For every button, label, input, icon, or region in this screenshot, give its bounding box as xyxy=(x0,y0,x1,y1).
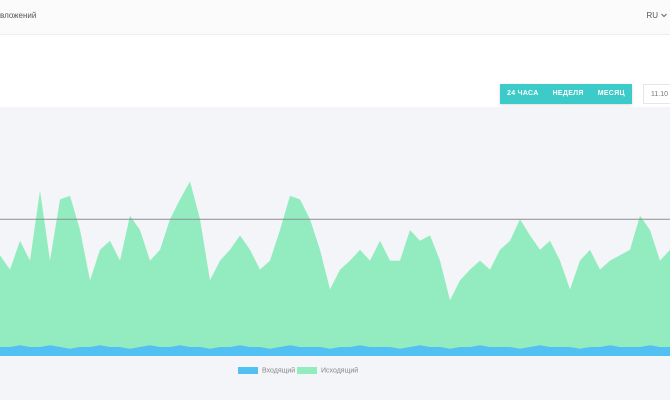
page-title: вложений xyxy=(0,11,37,20)
legend-swatch xyxy=(238,367,258,374)
legend-swatch xyxy=(297,367,317,374)
chevron-icon xyxy=(661,13,667,18)
range-button[interactable]: 24 ЧАСА xyxy=(507,90,539,97)
top-bar: вложений RU xyxy=(0,0,670,35)
language-selector[interactable]: RU xyxy=(646,11,658,20)
range-button[interactable]: НЕДЕЛЯ xyxy=(552,90,584,97)
range-buttons: 24 ЧАСА НЕДЕЛЯ МЕСЯЦ xyxy=(500,84,632,104)
range-button[interactable]: МЕСЯЦ xyxy=(597,90,625,97)
legend-label: Исходящий xyxy=(321,366,358,374)
area-series xyxy=(0,181,670,356)
date-picker[interactable]: 11.10 xyxy=(643,84,670,104)
chart: Входящий Исходящий xyxy=(0,181,670,374)
area-series xyxy=(0,345,670,356)
legend-label: Входящий xyxy=(262,366,295,374)
